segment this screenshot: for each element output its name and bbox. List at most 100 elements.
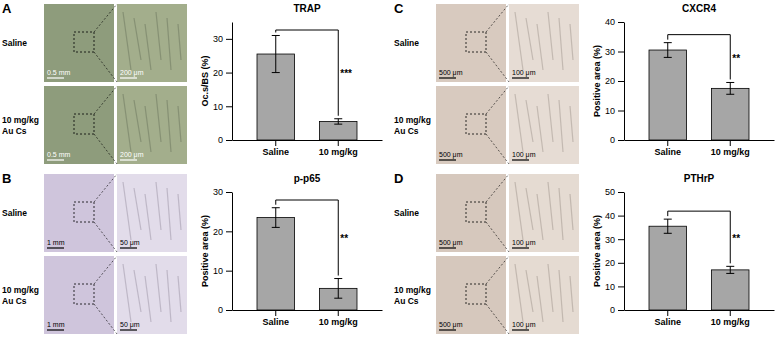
- y-tick-mark: [226, 140, 232, 141]
- zoom-box: [74, 284, 94, 304]
- y-tick: 0: [610, 305, 624, 315]
- x-axis: Saline10 mg/kg: [233, 140, 383, 157]
- zoom-link: [94, 4, 117, 32]
- micrograph: [436, 4, 506, 82]
- x-tick: 10 mg/kg: [711, 310, 750, 327]
- scale-bar: [47, 247, 64, 248]
- scale-bar-label: 100 μm: [512, 151, 536, 159]
- zoom-link: [94, 256, 117, 284]
- zoom-link: [94, 86, 117, 114]
- texture: [537, 24, 543, 70]
- scale-bar: [47, 329, 64, 330]
- y-tick-label: 0: [218, 135, 223, 145]
- y-tick-mark: [226, 192, 232, 193]
- micrograph-zoom: [509, 4, 579, 82]
- x-axis: Saline10 mg/kg: [233, 310, 383, 327]
- y-tick: 40: [605, 17, 624, 27]
- texture: [559, 270, 563, 322]
- micrograph-zoom: [117, 86, 187, 164]
- zoom-link: [94, 134, 117, 164]
- x-axis-line: [625, 140, 775, 141]
- row-label: Au Cs: [394, 296, 419, 306]
- x-tick-mark: [275, 140, 276, 146]
- texture: [537, 106, 543, 152]
- micrograph-zoom: [509, 174, 579, 252]
- y-tick: 30: [605, 235, 624, 245]
- texture: [537, 194, 543, 240]
- y-tick: 10: [213, 266, 232, 276]
- panel: CSaline500 μm100 μm10 mg/kgAu Cs500 μm10…: [394, 1, 579, 164]
- zoom-link: [486, 4, 509, 32]
- y-tick: 10: [605, 282, 624, 292]
- texture: [570, 106, 573, 142]
- texture: [178, 276, 181, 312]
- row-label: Saline: [2, 38, 27, 48]
- texture: [123, 94, 131, 152]
- texture: [167, 18, 171, 70]
- panel-letter: D: [394, 171, 403, 186]
- y-tick-label: 20: [213, 227, 223, 237]
- x-tick-mark: [667, 140, 668, 146]
- scale-bar-label: 0.5 mm: [47, 151, 71, 158]
- significance-label: **: [340, 233, 348, 244]
- texture: [167, 270, 171, 322]
- x-tick-mark: [667, 310, 668, 316]
- row-label: Au Cs: [394, 126, 419, 136]
- micrograph: [44, 4, 114, 82]
- chart: 0102030Saline10 mg/kgOc.s/BS (%)TRAP***: [200, 3, 383, 157]
- y-tick: 10: [605, 106, 624, 116]
- micrograph: [436, 174, 506, 252]
- bar: [712, 270, 750, 310]
- x-tick-label: 10 mg/kg: [711, 317, 750, 327]
- scale-bar-label: 100 μm: [512, 239, 536, 247]
- scale-bar: [512, 77, 529, 78]
- significance-bracket: [668, 35, 731, 80]
- plot-area: [257, 35, 357, 140]
- texture: [515, 94, 523, 152]
- y-tick-mark: [226, 106, 232, 107]
- y-tick-mark: [618, 310, 624, 311]
- scale-bar-label: 50 μm: [120, 239, 140, 247]
- row-label: Saline: [394, 38, 419, 48]
- texture: [559, 18, 563, 70]
- x-tick: 10 mg/kg: [711, 140, 750, 157]
- texture: [145, 276, 151, 322]
- zoom-link: [486, 134, 509, 164]
- row-label: 10 mg/kg: [394, 115, 431, 125]
- scale-bar: [512, 247, 529, 248]
- scale-bar: [120, 247, 137, 248]
- y-tick-label: 40: [605, 211, 615, 221]
- chart: 0102030Saline10 mg/kgPositive area (%)p-…: [200, 173, 383, 327]
- y-tick-label: 10: [213, 102, 223, 112]
- micrograph-zoom: [117, 256, 187, 334]
- y-axis-title: Positive area (%): [592, 215, 602, 287]
- y-tick-label: 30: [605, 235, 615, 245]
- scale-bar: [47, 159, 64, 160]
- y-tick: 0: [218, 305, 232, 315]
- panel: DSaline500 μm100 μm10 mg/kgAu Cs500 μm10…: [394, 171, 579, 334]
- micrograph: [44, 256, 114, 334]
- x-tick-mark: [275, 310, 276, 316]
- zoom-link: [486, 52, 509, 82]
- scale-bar-label: 500 μm: [439, 239, 463, 247]
- y-tick-label: 20: [605, 76, 615, 86]
- texture: [123, 264, 131, 322]
- texture: [167, 188, 171, 240]
- texture: [548, 12, 553, 60]
- y-axis-title: Positive area (%): [200, 215, 210, 287]
- y-tick: 50: [605, 187, 624, 197]
- row-label: Saline: [2, 208, 27, 218]
- error-bar: [664, 43, 672, 58]
- y-tick-label: 0: [610, 135, 615, 145]
- chart: 010203040Saline10 mg/kgPositive area (%)…: [592, 3, 775, 157]
- y-tick: 0: [218, 135, 232, 145]
- significance-bracket: [276, 200, 339, 276]
- error-bar: [334, 279, 342, 299]
- zoom-box: [466, 114, 486, 134]
- x-axis-line: [233, 140, 383, 141]
- significance-label: **: [732, 233, 740, 244]
- x-tick: Saline: [654, 310, 681, 327]
- x-tick-label: Saline: [262, 317, 289, 327]
- scale-bar-label: 200 μm: [120, 151, 144, 159]
- x-tick-label: Saline: [654, 317, 681, 327]
